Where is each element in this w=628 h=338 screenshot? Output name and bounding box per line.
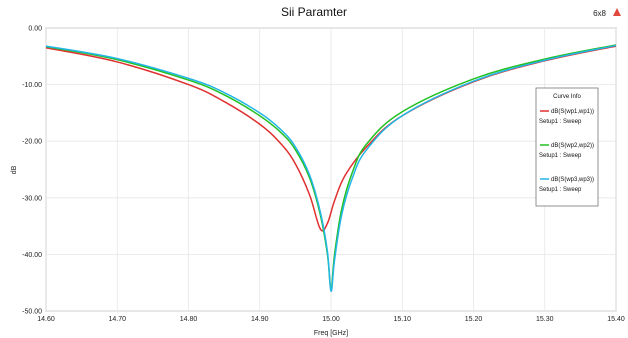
chart-title: Sii Paramter	[281, 5, 347, 19]
y-tick-label: -10.00	[22, 82, 42, 89]
y-tick-label: -50.00	[22, 309, 42, 316]
legend-series-name: dB(S(wp3,wp3))	[551, 177, 594, 183]
x-tick-label: 14.60	[37, 316, 55, 323]
legend: Curve Info dB(S(wp1,wp1)) Setup1 : Sweep d…	[535, 87, 599, 207]
y-tick-label: -30.00	[22, 195, 42, 202]
legend-series-setup: Setup1 : Sweep	[539, 119, 582, 125]
x-axis-label: Freq [GHz]	[314, 330, 348, 337]
x-tick-label: 15.00	[322, 316, 340, 323]
y-axis-label: dB	[11, 165, 18, 174]
legend-box	[535, 87, 599, 207]
legend-series-setup: Setup1 : Sweep	[539, 153, 582, 159]
legend-series-name: dB(S(wp1,wp1))	[551, 109, 594, 115]
series-lines	[45, 44, 617, 292]
legend-title: Curve Info	[553, 94, 581, 100]
x-tick-label: 14.80	[180, 316, 198, 323]
legend-series-setup: Setup1 : Sweep	[539, 187, 582, 193]
y-tick-label: 0.00	[28, 26, 42, 33]
y-tick-label: -20.00	[22, 139, 42, 146]
x-tick-label: 15.40	[607, 316, 625, 323]
marker-icon[interactable]	[613, 8, 621, 16]
y-tick-label: -40.00	[22, 252, 42, 259]
legend-series-name: dB(S(wp2,wp2))	[551, 143, 594, 149]
x-tick-label: 15.20	[465, 316, 483, 323]
x-tick-label: 14.70	[108, 316, 126, 323]
x-tick-label: 14.90	[251, 316, 269, 323]
x-tick-label: 15.30	[536, 316, 554, 323]
badge-text: 6x8	[593, 9, 606, 18]
series-line-3	[45, 44, 617, 292]
axis-ticks: 14.60 14.70 14.80 14.90 15.00 15.10 15.20 15.30…	[22, 26, 625, 324]
grid	[45, 27, 617, 312]
x-tick-label: 15.10	[393, 316, 411, 323]
